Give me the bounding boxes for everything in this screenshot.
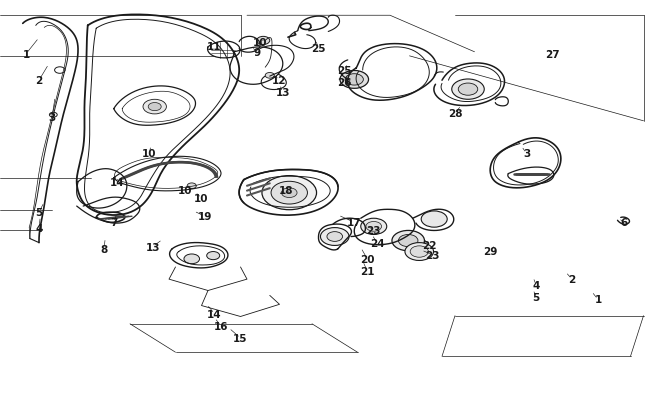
Text: 21: 21 bbox=[360, 266, 374, 276]
Circle shape bbox=[366, 222, 382, 232]
Text: 16: 16 bbox=[214, 321, 228, 331]
Circle shape bbox=[281, 188, 297, 198]
Text: 15: 15 bbox=[233, 333, 248, 343]
Text: 25: 25 bbox=[311, 44, 326, 53]
Circle shape bbox=[184, 254, 200, 264]
Text: 5: 5 bbox=[35, 208, 43, 217]
Circle shape bbox=[257, 37, 270, 45]
Text: 4: 4 bbox=[35, 224, 43, 234]
Text: 20: 20 bbox=[360, 254, 374, 264]
Circle shape bbox=[148, 103, 161, 111]
Text: 14: 14 bbox=[207, 309, 222, 319]
Circle shape bbox=[55, 68, 65, 74]
Circle shape bbox=[421, 211, 447, 228]
Text: 10: 10 bbox=[253, 38, 267, 47]
Text: 10: 10 bbox=[194, 194, 209, 203]
Text: 22: 22 bbox=[422, 240, 436, 250]
Circle shape bbox=[320, 228, 349, 246]
Circle shape bbox=[271, 182, 307, 205]
Text: 19: 19 bbox=[198, 212, 212, 222]
Text: 24: 24 bbox=[370, 238, 384, 248]
Circle shape bbox=[361, 219, 387, 235]
Circle shape bbox=[207, 252, 220, 260]
Text: 10: 10 bbox=[142, 149, 157, 159]
Text: 18: 18 bbox=[279, 185, 293, 195]
Text: 7: 7 bbox=[110, 218, 118, 228]
Circle shape bbox=[327, 232, 343, 242]
Text: 13: 13 bbox=[146, 242, 160, 252]
Text: 8: 8 bbox=[100, 244, 108, 254]
Text: 29: 29 bbox=[484, 246, 498, 256]
Circle shape bbox=[265, 73, 274, 79]
Text: 23: 23 bbox=[425, 250, 439, 260]
Circle shape bbox=[452, 80, 484, 100]
Circle shape bbox=[410, 246, 428, 258]
Text: 27: 27 bbox=[545, 50, 560, 60]
Circle shape bbox=[405, 243, 434, 261]
Circle shape bbox=[392, 231, 424, 251]
Text: 17: 17 bbox=[347, 218, 361, 228]
Text: 11: 11 bbox=[207, 42, 222, 51]
Text: 10: 10 bbox=[178, 185, 192, 195]
Text: 12: 12 bbox=[272, 76, 287, 86]
Text: 4: 4 bbox=[532, 281, 540, 290]
Text: 3: 3 bbox=[48, 113, 56, 122]
Text: 9: 9 bbox=[254, 48, 260, 58]
Text: 3: 3 bbox=[523, 149, 530, 159]
Circle shape bbox=[340, 71, 369, 89]
Circle shape bbox=[49, 113, 57, 118]
Circle shape bbox=[458, 84, 478, 96]
Text: 1: 1 bbox=[594, 295, 602, 305]
Text: 23: 23 bbox=[367, 226, 381, 236]
Circle shape bbox=[262, 176, 317, 210]
Circle shape bbox=[187, 183, 196, 189]
Circle shape bbox=[398, 235, 418, 247]
Text: 13: 13 bbox=[276, 88, 290, 98]
Text: 26: 26 bbox=[337, 78, 352, 88]
Text: 6: 6 bbox=[620, 218, 628, 228]
Text: 2: 2 bbox=[35, 76, 43, 86]
Circle shape bbox=[345, 75, 363, 86]
Text: 1: 1 bbox=[22, 50, 30, 60]
Circle shape bbox=[143, 100, 166, 115]
Text: 5: 5 bbox=[532, 293, 540, 303]
Text: 14: 14 bbox=[110, 177, 124, 187]
Text: 28: 28 bbox=[448, 109, 462, 118]
Text: 25: 25 bbox=[337, 66, 352, 76]
Text: 2: 2 bbox=[568, 275, 576, 284]
